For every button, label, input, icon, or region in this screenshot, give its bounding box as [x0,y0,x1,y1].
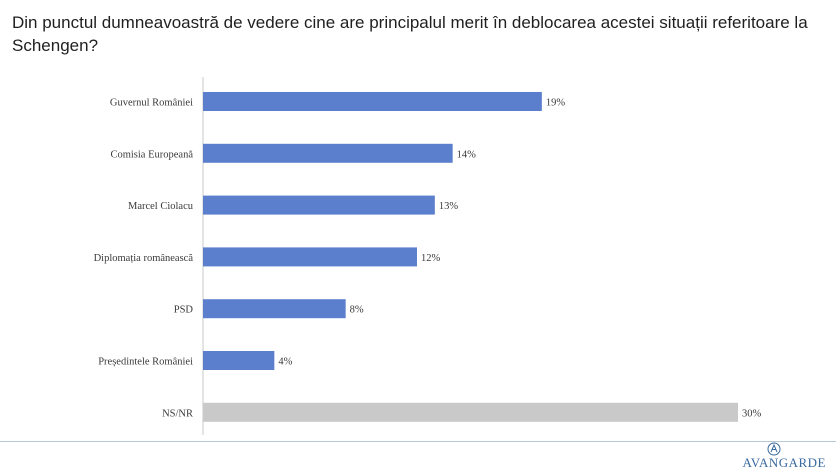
bar-3 [203,247,417,267]
value-label: 4% [278,357,292,368]
category-label: Președintele României [98,357,193,368]
logo-mark-icon [767,442,781,456]
category-label: PSD [174,305,194,316]
value-label: 12% [421,253,441,264]
category-label: Marcel Ciolacu [128,201,194,212]
brand-logo: AVANGARDE [716,439,826,472]
category-label: NS/NR [162,408,193,419]
bar-4 [203,299,346,319]
bar-6 [203,402,738,422]
value-label: 30% [742,408,762,419]
value-label: 8% [350,305,364,316]
bar-5 [203,351,275,370]
bar-1 [203,143,453,163]
value-label: 13% [439,201,459,212]
category-label: Guvernul României [110,98,193,109]
bar-0 [203,92,542,111]
value-label: 19% [546,98,566,109]
footer-divider [0,441,836,442]
brand-name: AVANGARDE [742,455,826,470]
category-label: Comisia Europeană [110,149,193,160]
chart-title: Din punctul dumneavoastră de vedere cine… [12,13,808,55]
category-label: Diplomația românească [94,253,194,264]
value-label: 14% [457,149,477,160]
bar-2 [203,195,435,215]
